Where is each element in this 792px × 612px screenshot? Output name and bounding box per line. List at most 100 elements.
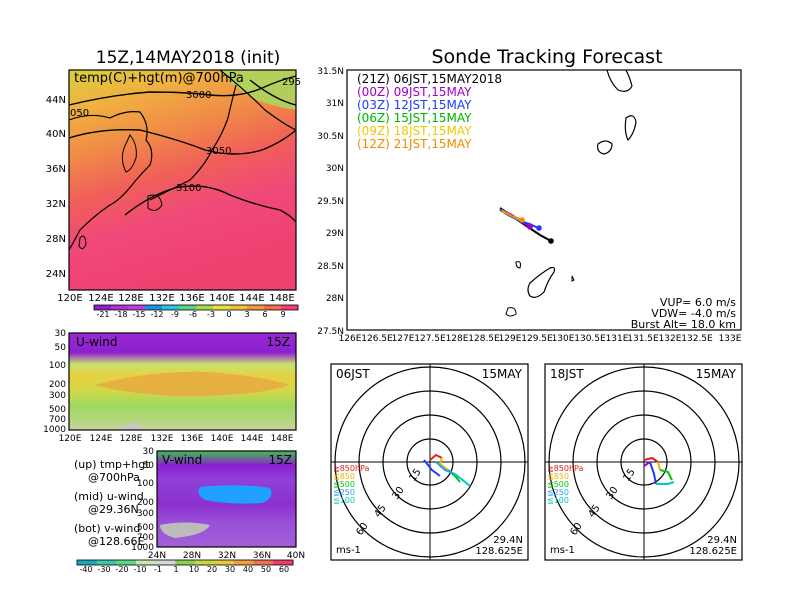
- track-x-tick: 131E: [606, 334, 629, 344]
- temp-colorbar-swatch: [179, 305, 197, 310]
- wind-colorbar-labels: -40 -30 -20 -10 -1 1 10 20 30 40 50 60: [79, 565, 289, 574]
- u-x-tick: 120E: [59, 434, 82, 444]
- v-x-tick: 36N: [253, 551, 271, 561]
- temp-cb-label: -15: [132, 310, 145, 319]
- track-x-tick: 128E: [446, 334, 469, 344]
- island-tokunoshima: [505, 307, 517, 317]
- u-wind-border: [68, 332, 297, 431]
- contour-3050: [68, 129, 297, 155]
- temp-cb-label: -3: [207, 310, 215, 319]
- track-y-tick: 29.5N: [317, 197, 344, 207]
- v-x-tick: 40N: [287, 551, 305, 561]
- u-y-tick: 1000: [43, 425, 66, 435]
- temp-cb-label: -6: [189, 310, 197, 319]
- track-end-12z: [519, 217, 525, 223]
- temp-map-y-axis: 44N 40N 36N 32N 28N 24N: [46, 95, 66, 280]
- right-title: Sonde Tracking Forecast: [431, 46, 662, 68]
- v-y-tick: 300: [137, 509, 154, 519]
- wind-colorbar-swatch: [194, 560, 215, 565]
- temp-colorbar-swatch: [128, 305, 146, 310]
- u-y-tick: 200: [49, 380, 66, 390]
- track-entry-00z: (00Z) 09JST,15MAY: [357, 85, 472, 99]
- temp-colorbar-swatch-outline: [93, 304, 299, 311]
- hodo-right-trace-sfc: [643, 456, 659, 463]
- v-y-tick: 500: [137, 523, 154, 533]
- hodo-left-level-0: ≧850hPa: [333, 464, 370, 473]
- hodo-left-unit: ms-1: [336, 545, 361, 556]
- temp-cb-label: 6: [262, 310, 267, 319]
- hodo-right-trace-100: [656, 481, 675, 485]
- v-y-tick: 1000: [131, 543, 154, 553]
- wind-cb-label: 60: [279, 565, 289, 574]
- temp-colorbar-swatch: [94, 305, 112, 310]
- track-x-tick: 133E: [719, 334, 742, 344]
- track-y-tick: 28N: [326, 294, 344, 304]
- u-y-tick: 30: [55, 329, 67, 339]
- wind-cb-label: -30: [97, 565, 110, 574]
- temp-map-border: [68, 69, 297, 291]
- hodo-right-level-0: ≧850hPa: [547, 464, 584, 473]
- track-x-tick: 127.5E: [414, 334, 446, 344]
- track-entry-06z: (06Z) 15JST,15MAY: [357, 111, 472, 125]
- temp-colorbar-swatch: [145, 305, 163, 310]
- temp-y-tick: 36N: [46, 164, 66, 175]
- track-entry-03z: (03Z) 12JST,15MAY: [357, 98, 472, 112]
- coastline-korea: [121, 134, 137, 173]
- legend-bot-2: @128.66E: [88, 535, 144, 548]
- temp-colorbar-swatch: [264, 305, 282, 310]
- track-entry-12z: (12Z) 21JST,15MAY: [357, 137, 472, 151]
- contour-ring: [249, 79, 297, 106]
- panel-legend: (up) tmp+hgt @700hPa (mid) u-wind @29.36…: [74, 458, 150, 548]
- wind-cb-label: 40: [243, 565, 253, 574]
- temp-x-tick: 144E: [239, 293, 264, 304]
- v-wind-core: [198, 485, 272, 504]
- island-dot: [571, 275, 575, 282]
- wind-cb-label: 20: [207, 565, 217, 574]
- wind-colorbar-swatch: [135, 560, 157, 565]
- wind-colorbar-swatch: [214, 560, 235, 565]
- legend-up-1: (up) tmp+hgt: [74, 458, 150, 471]
- hodo-left-trace-upper: [423, 459, 441, 477]
- temp-colorbar-swatch: [247, 305, 265, 310]
- temp-x-tick: 136E: [179, 293, 204, 304]
- left-title: 15Z,14MAY2018 (init): [96, 48, 281, 68]
- contour-label-050: 050: [70, 108, 89, 119]
- wind-colorbar-swatch: [96, 560, 117, 565]
- hodo-left-level-2: ≦500: [333, 480, 355, 489]
- v-y-tick: 700: [137, 533, 154, 543]
- temp-y-tick: 24N: [46, 269, 66, 280]
- u-wind-y-axis: 30 50 100 200 300 500 700 1000: [43, 329, 66, 435]
- temp-y-tick: 28N: [46, 234, 66, 245]
- coastline-japan: [149, 84, 237, 201]
- u-x-tick: 132E: [151, 434, 174, 444]
- temp-cb-label: -21: [96, 310, 109, 319]
- track-y-axis: 31.5N 31N 30.5N 30N 29.5N 29N 28.5N 28N …: [317, 67, 344, 337]
- island-small: [515, 261, 521, 269]
- v-x-tick: 28N: [183, 551, 201, 561]
- temp-cb-label: 3: [244, 310, 249, 319]
- wind-colorbar-swatch: [77, 560, 98, 565]
- track-line-12z: [502, 210, 523, 221]
- temp-cb-label: -18: [114, 310, 127, 319]
- track-x-tick: 132.5E: [681, 334, 713, 344]
- hodo-right-unit: ms-1: [550, 545, 575, 556]
- burst-alt-readout: Burst Alt= 18.0 km: [631, 318, 736, 331]
- contour-east: [219, 69, 297, 131]
- track-x-tick: 131.5E: [627, 334, 659, 344]
- vup-readout: VUP= 6.0 m/s: [660, 296, 736, 309]
- temp-colorbar-swatch: [111, 305, 129, 310]
- wind-cb-label: -10: [133, 565, 146, 574]
- hodo-right-lat: 29.4N: [707, 535, 737, 546]
- u-x-tick: 128E: [120, 434, 143, 444]
- hodo-left-level-4: ≦100: [333, 496, 355, 505]
- temp-colorbar-labels: -21 -18 -15 -12 -9 -6 -3 0 3 6 9: [96, 310, 285, 319]
- u-y-tick: 50: [55, 343, 67, 353]
- track-x-tick: 126.5E: [361, 334, 393, 344]
- v-wind-lower-gray: [160, 522, 210, 538]
- hodo-left-trace-sfc: [429, 453, 443, 461]
- u-x-tick: 140E: [211, 434, 234, 444]
- temp-x-tick: 132E: [149, 293, 174, 304]
- v-x-tick: 24N: [148, 551, 166, 561]
- legend-up-2: @700hPa: [88, 471, 140, 484]
- wind-colorbar: [76, 559, 294, 566]
